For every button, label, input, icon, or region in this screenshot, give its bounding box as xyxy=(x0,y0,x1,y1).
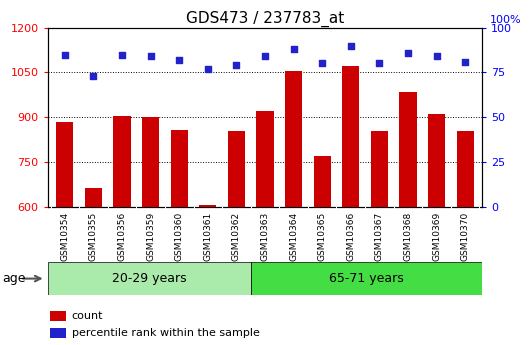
Bar xyxy=(142,117,159,207)
Text: GSM10359: GSM10359 xyxy=(146,211,155,261)
Bar xyxy=(50,328,66,338)
Text: GSM10356: GSM10356 xyxy=(118,211,127,261)
Point xyxy=(461,59,470,65)
Point xyxy=(261,53,269,59)
Bar xyxy=(228,131,245,207)
Bar xyxy=(371,131,388,207)
Point xyxy=(375,61,384,66)
Point xyxy=(432,53,441,59)
Bar xyxy=(456,131,474,207)
Bar xyxy=(56,122,74,207)
Point xyxy=(347,43,355,48)
Bar xyxy=(400,92,417,207)
Text: age: age xyxy=(3,272,26,285)
Bar xyxy=(251,262,482,295)
Point xyxy=(232,62,241,68)
Text: GSM10363: GSM10363 xyxy=(261,211,269,261)
Point xyxy=(204,66,212,72)
Point xyxy=(118,52,126,57)
Point xyxy=(318,61,326,66)
Bar xyxy=(428,114,445,207)
Point xyxy=(89,73,98,79)
Bar xyxy=(113,116,130,207)
Text: GSM10365: GSM10365 xyxy=(317,211,326,261)
Text: GSM10369: GSM10369 xyxy=(432,211,441,261)
Text: GSM10355: GSM10355 xyxy=(89,211,98,261)
Text: 65-71 years: 65-71 years xyxy=(329,272,404,285)
Text: GSM10367: GSM10367 xyxy=(375,211,384,261)
Text: GSM10360: GSM10360 xyxy=(175,211,184,261)
Bar xyxy=(314,156,331,207)
Text: GDS473 / 237783_at: GDS473 / 237783_at xyxy=(186,10,344,27)
Bar xyxy=(171,130,188,207)
Text: count: count xyxy=(72,311,103,321)
Text: percentile rank within the sample: percentile rank within the sample xyxy=(72,328,259,338)
Bar xyxy=(285,71,302,207)
Point xyxy=(289,46,298,52)
Point xyxy=(404,50,412,56)
Bar xyxy=(342,67,359,207)
Text: 20-29 years: 20-29 years xyxy=(112,272,187,285)
Bar xyxy=(85,188,102,207)
Text: GSM10366: GSM10366 xyxy=(346,211,355,261)
Bar xyxy=(48,262,251,295)
Point xyxy=(175,57,183,63)
Text: GSM10368: GSM10368 xyxy=(403,211,412,261)
Bar xyxy=(257,111,273,207)
Text: GSM10362: GSM10362 xyxy=(232,211,241,260)
Point xyxy=(60,52,69,57)
Text: GSM10364: GSM10364 xyxy=(289,211,298,260)
Bar xyxy=(50,311,66,321)
Text: GSM10354: GSM10354 xyxy=(60,211,69,260)
Text: GSM10361: GSM10361 xyxy=(204,211,213,261)
Point xyxy=(146,53,155,59)
Text: 100%: 100% xyxy=(490,15,521,25)
Text: GSM10370: GSM10370 xyxy=(461,211,470,261)
Bar xyxy=(199,205,216,207)
